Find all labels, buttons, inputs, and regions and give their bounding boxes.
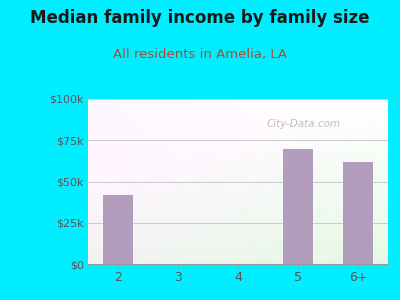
Text: All residents in Amelia, LA: All residents in Amelia, LA: [113, 48, 287, 61]
Text: Median family income by family size: Median family income by family size: [30, 9, 370, 27]
Bar: [283, 148, 313, 264]
Bar: [103, 195, 133, 264]
Bar: [343, 162, 373, 264]
Text: City-Data.com: City-Data.com: [267, 119, 341, 129]
